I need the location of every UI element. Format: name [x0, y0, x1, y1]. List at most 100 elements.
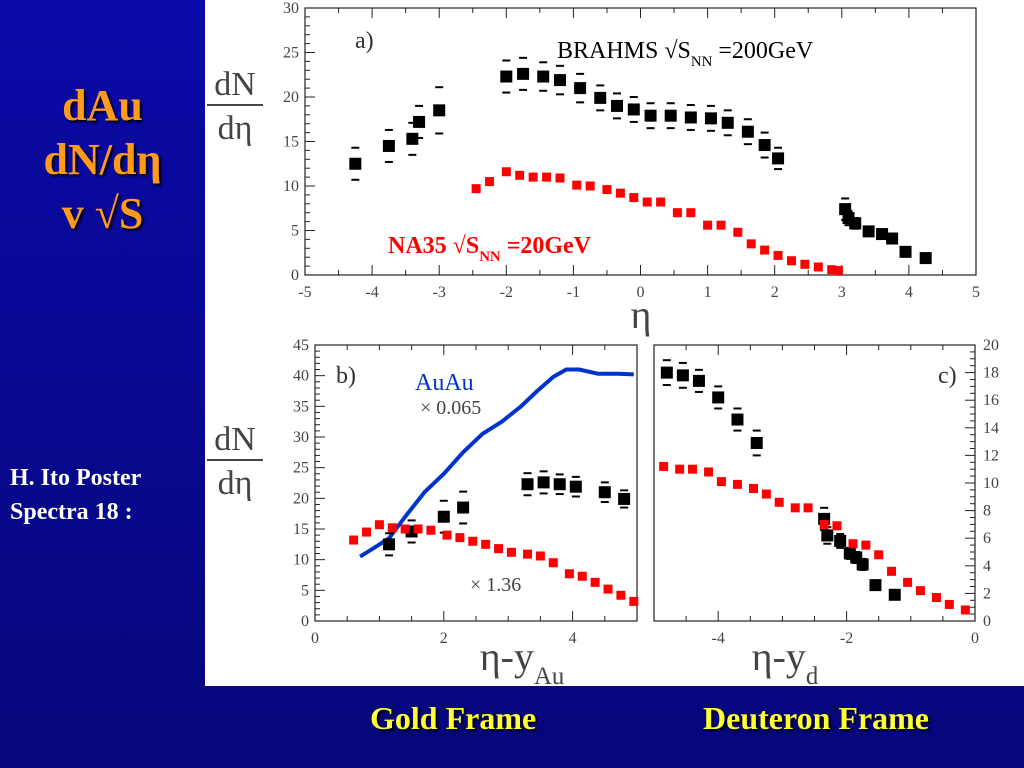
- data-point: [542, 172, 552, 182]
- xlabel-c: η-yd: [752, 634, 819, 686]
- data-point: [590, 577, 600, 587]
- series-line: [359, 367, 634, 559]
- x-tick-label: -3: [433, 284, 446, 301]
- data-point: [848, 539, 858, 549]
- annotation-auau-scale: × 0.065: [420, 397, 481, 419]
- poster-note: H. Ito Poster Spectra 18 :: [10, 462, 141, 529]
- y-tick-label: 15: [283, 134, 299, 151]
- data-point: [644, 109, 657, 122]
- data-point: [721, 116, 734, 129]
- data-point: [772, 152, 785, 165]
- data-point: [827, 265, 837, 275]
- data-point: [569, 480, 582, 493]
- data-point: [426, 525, 436, 535]
- data-point: [555, 173, 565, 183]
- data-point: [387, 523, 397, 533]
- data-point: [406, 132, 419, 145]
- data-point: [862, 225, 875, 238]
- data-point: [716, 477, 726, 487]
- chart-panel-3: -4 -2 00 2 4 6 8 10 12 14 16 18 20 c): [653, 337, 999, 647]
- data-point: [553, 478, 566, 491]
- chart-panel-1: -5 -4 -3 -2 -1 0 1 2 3 4 5 0 5 10 15 20 25 30 a): [283, 0, 980, 301]
- poster-note-line-2: Spectra 18 :: [10, 498, 133, 525]
- data-point: [349, 157, 362, 170]
- data-point: [774, 497, 784, 507]
- data-point: [618, 492, 631, 505]
- data-point: [574, 82, 587, 95]
- data-point: [611, 99, 624, 112]
- ylabel-a: dN dη: [207, 66, 263, 147]
- data-point: [437, 510, 450, 523]
- y-tick-label: 5: [301, 582, 309, 599]
- data-point: [733, 227, 743, 237]
- x-tick-label: 4: [569, 630, 577, 647]
- data-point: [887, 566, 897, 576]
- x-tick-label: 3: [838, 284, 846, 301]
- data-point: [383, 538, 396, 551]
- data-point: [704, 112, 717, 125]
- data-point: [731, 413, 744, 426]
- data-point: [455, 533, 465, 543]
- series-2: [659, 461, 970, 615]
- y-tick-label: 8: [983, 503, 991, 520]
- y-tick-label: 6: [983, 530, 991, 547]
- data-point: [400, 524, 410, 534]
- data-point: [800, 259, 810, 269]
- data-point: [786, 256, 796, 266]
- y-tick-label: 20: [983, 337, 999, 354]
- data-point: [919, 252, 932, 265]
- y-tick-label: 20: [293, 490, 309, 507]
- data-point: [577, 571, 587, 581]
- data-point: [481, 539, 491, 549]
- y-tick-label: 12: [983, 447, 999, 464]
- data-point: [515, 170, 525, 180]
- data-point: [915, 586, 925, 596]
- deuteron-frame-label: Deuteron Frame: [703, 700, 929, 736]
- data-point: [629, 193, 639, 203]
- panel-label: c): [938, 363, 957, 389]
- data-point: [821, 529, 834, 542]
- panel-label: b): [336, 363, 356, 389]
- data-point: [760, 245, 770, 255]
- data-point: [471, 184, 481, 194]
- data-point: [382, 139, 395, 152]
- data-point: [442, 530, 452, 540]
- series-1: [359, 367, 634, 559]
- data-point: [686, 208, 696, 218]
- y-tick-label: 16: [983, 392, 999, 409]
- ylabel-denominator: dη: [218, 110, 253, 147]
- data-point: [433, 104, 446, 117]
- x-tick-label: 0: [971, 630, 979, 647]
- data-point: [659, 461, 669, 471]
- y-tick-label: 0: [301, 613, 309, 630]
- data-point: [656, 197, 666, 207]
- data-point: [746, 239, 756, 249]
- data-point: [861, 540, 871, 550]
- data-point: [413, 115, 426, 128]
- y-tick-label: 5: [291, 223, 299, 240]
- y-tick-label: 0: [291, 267, 299, 284]
- data-point: [594, 91, 607, 104]
- ylabel-numerator: dN: [214, 66, 256, 103]
- data-point: [886, 232, 899, 245]
- data-point: [603, 584, 613, 594]
- data-point: [903, 577, 913, 587]
- x-tick-label: -1: [567, 284, 580, 301]
- data-point: [899, 245, 912, 258]
- xlabel-b: η-yAu: [480, 634, 565, 686]
- y-tick-label: 10: [293, 552, 309, 569]
- data-point: [856, 558, 869, 571]
- y-tick-label: 20: [283, 89, 299, 106]
- data-point: [494, 544, 504, 554]
- data-point: [712, 391, 725, 404]
- data-point: [931, 593, 941, 603]
- data-point: [741, 125, 754, 138]
- data-point: [832, 521, 842, 531]
- data-point: [615, 188, 625, 198]
- data-point: [803, 503, 813, 513]
- y-tick-label: 40: [293, 368, 309, 385]
- annotation-brahms: BRAHMS √SNN =200GeV: [557, 38, 814, 70]
- title-line-3: v √S: [61, 189, 144, 238]
- data-point: [485, 177, 495, 187]
